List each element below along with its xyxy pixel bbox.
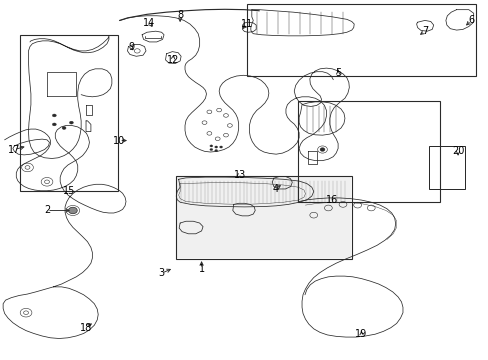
Circle shape — [68, 207, 77, 214]
Text: 4: 4 — [272, 184, 278, 194]
Text: 10: 10 — [113, 136, 125, 145]
Text: 3: 3 — [158, 268, 164, 278]
Text: 14: 14 — [143, 18, 155, 28]
Circle shape — [52, 114, 56, 117]
Text: 12: 12 — [166, 55, 179, 65]
Bar — [177, 177, 350, 258]
Circle shape — [320, 148, 325, 151]
Text: 16: 16 — [325, 195, 338, 205]
Bar — [298, 101, 439, 202]
Circle shape — [214, 146, 217, 148]
Text: 9: 9 — [128, 42, 134, 52]
Text: 20: 20 — [451, 146, 463, 156]
Text: 1: 1 — [198, 264, 204, 274]
Circle shape — [52, 123, 56, 126]
Text: 6: 6 — [467, 15, 473, 26]
Text: 2: 2 — [44, 206, 50, 216]
Text: 7: 7 — [421, 26, 427, 36]
Text: 15: 15 — [62, 186, 75, 196]
Circle shape — [219, 146, 222, 148]
Text: 17: 17 — [8, 144, 20, 154]
Bar — [246, 4, 475, 76]
Text: 19: 19 — [355, 329, 367, 339]
Circle shape — [209, 148, 212, 150]
Text: 8: 8 — [177, 10, 183, 20]
Circle shape — [214, 149, 217, 152]
Bar — [428, 146, 465, 189]
Bar — [20, 35, 118, 191]
Text: 5: 5 — [334, 68, 341, 78]
Circle shape — [209, 145, 212, 147]
Text: 13: 13 — [233, 170, 245, 180]
Circle shape — [69, 121, 73, 124]
Circle shape — [62, 127, 66, 130]
Text: 11: 11 — [240, 19, 253, 29]
Text: 18: 18 — [80, 323, 92, 333]
Bar — [176, 176, 351, 259]
